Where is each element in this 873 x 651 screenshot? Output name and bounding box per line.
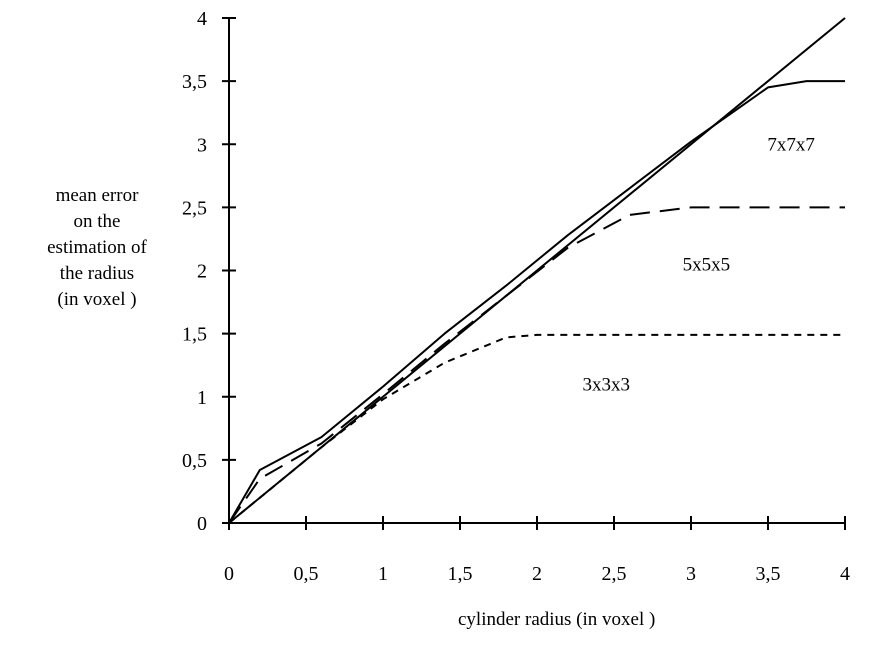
x-tick-label: 1,5	[448, 563, 473, 585]
x-tick-label: 0	[224, 563, 234, 585]
x-axis-label: cylinder radius (in voxel )	[458, 609, 656, 630]
y-tick-label: 1	[197, 387, 207, 409]
y-axis-label: mean error on the estimation of the radius (…	[22, 183, 172, 313]
axes: 0 0,5 1 1,5 2 2,5 3 3,5 4 0 0,5 1 1,5 2 2,5 3 3,5 4	[182, 8, 850, 585]
annotation-label: 7x7x7	[767, 135, 815, 156]
y-axis-label-line: on the	[73, 211, 121, 232]
y-axis-label-line: the radius	[59, 263, 135, 284]
x-tick-label: 2,5	[602, 563, 627, 585]
y-tick-label: 3,5	[182, 71, 207, 93]
y-tick-label: 0,5	[182, 450, 207, 472]
x-tick-label: 0,5	[294, 563, 319, 585]
y-tick-label: 1,5	[182, 324, 207, 346]
series-line-3	[228, 333, 845, 524]
y-tick-label: 0	[197, 513, 207, 535]
x-tick-label: 3	[686, 563, 696, 585]
y-tick-label: 2	[197, 261, 207, 283]
y-axis-label-line: (in voxel )	[57, 289, 137, 310]
y-tick-label: 4	[197, 8, 207, 30]
series-line-2	[228, 206, 845, 524]
y-tick-label: 2,5	[182, 197, 207, 219]
x-tick-label: 2	[532, 563, 542, 585]
y-axis-label-line: mean error	[55, 185, 139, 206]
y-axis-label-line: estimation of	[47, 237, 147, 258]
x-tick-label: 4	[840, 563, 850, 585]
annotations: 7x7x7 5x5x5 3x3x3	[583, 135, 815, 396]
x-tick-label: 3,5	[756, 563, 781, 585]
x-tick-label: 1	[378, 563, 388, 585]
series-line-1	[228, 80, 845, 524]
series-lines	[228, 17, 846, 524]
y-tick-label: 3	[197, 134, 207, 156]
annotation-label: 3x3x3	[583, 374, 631, 395]
annotation-label: 5x5x5	[683, 255, 731, 276]
